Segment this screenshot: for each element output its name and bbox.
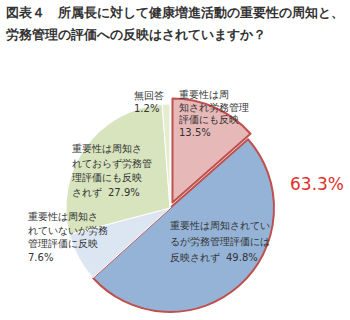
label-value: 49.8% <box>226 252 258 263</box>
label-name: 無回答 <box>134 90 164 101</box>
label-name: るが労務管理評価には <box>170 236 270 247</box>
label-name: 知され労務管理 <box>179 102 249 113</box>
label-name: 重要性は周知されてい <box>170 220 270 231</box>
data-labels: 重要性は周知され労務管理評価にも反映 13.5% 重要性は周知されているが労務管理評… <box>28 89 270 264</box>
label-name: れておらず労務管 <box>72 158 152 170</box>
data-label: 重要性は周知され労務管理評価にも反映 13.5% <box>179 89 249 138</box>
label-name: 管理評価に反映 <box>28 238 98 249</box>
data-label: 無回答 1.2% <box>134 90 164 114</box>
pie-slice <box>162 104 170 208</box>
label-name: 重要性は周知さ <box>28 211 98 222</box>
label-value: 27.9% <box>108 187 140 198</box>
label-name: 重要性は周 <box>179 89 229 100</box>
label-name: 理評価にも反映 <box>72 172 142 183</box>
label-name: 反映されず <box>170 252 220 264</box>
data-label: 重要性は周知されているが労務管理評価には反映されず 49.8% <box>170 220 270 264</box>
label-name: されず <box>72 187 102 199</box>
title: 図表４ 所属長に対して健康増進活動の重要性の周知と、労務管理の評価への反映はされ… <box>6 5 344 42</box>
label-value: 1.2% <box>134 103 159 114</box>
data-label: 重要性は周知されておらず労務管理評価にも反映されず 27.9% <box>72 143 152 199</box>
label-value: 13.5% <box>179 127 211 138</box>
slices <box>66 99 274 312</box>
label-name: れていないが労務 <box>28 225 108 236</box>
label-name: 評価にも反映 <box>179 114 239 125</box>
label-value: 7.6% <box>28 252 53 263</box>
annotation: 63.3% <box>290 174 344 194</box>
label-name: 重要性は周知さ <box>72 143 142 154</box>
data-label: 重要性は周知されていないが労務管理評価に反映 7.6% <box>28 211 108 263</box>
chart: 図表４ 所属長に対して健康増進活動の重要性の周知と、労務管理の評価への反映はされ… <box>0 0 350 320</box>
